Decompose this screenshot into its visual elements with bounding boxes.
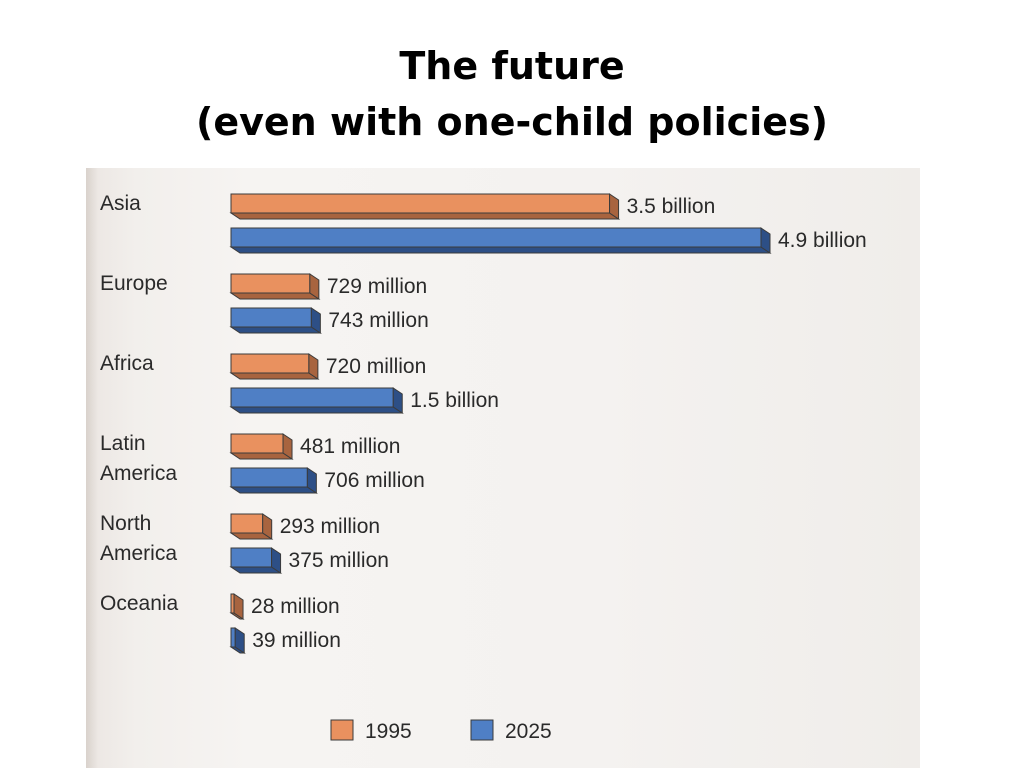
bar-1995 [230, 513, 264, 534]
data-label: 375 million [289, 549, 389, 572]
bar-side [308, 353, 319, 380]
bar-2025 [230, 307, 312, 328]
bar-2025 [230, 227, 762, 248]
bar-2025 [230, 627, 236, 648]
chart-figure: Asia 3.5 billion 4.9 billion Europe 729 mill… [86, 168, 920, 768]
data-label: 743 million [328, 309, 428, 332]
bar-2025 [230, 387, 394, 408]
bar-side [392, 387, 403, 414]
bar-side [309, 273, 320, 300]
data-label: 3.5 billion [627, 195, 716, 218]
legend-label: 1995 [365, 720, 412, 743]
bar-depth [229, 486, 319, 494]
bar-side [282, 433, 293, 460]
category-label: Oceania [100, 592, 179, 615]
category-label: Europe [100, 272, 168, 295]
bar-depth [229, 292, 321, 300]
bar-side [262, 513, 273, 540]
data-label: 1.5 billion [410, 389, 499, 412]
legend-swatch-2025 [470, 719, 494, 741]
legend-swatch-1995 [330, 719, 354, 741]
bar-side [234, 627, 245, 654]
bar-depth [229, 246, 772, 254]
category-label: Asia [100, 192, 141, 215]
data-label: 720 million [326, 355, 426, 378]
slide-title: The future (even with one-child policies… [0, 38, 1024, 150]
bar-depth [229, 406, 404, 414]
bar-1995 [230, 433, 284, 454]
legend-label: 2025 [505, 720, 552, 743]
data-label: 28 million [251, 595, 340, 618]
category-label: America [100, 542, 177, 565]
bar-side [233, 593, 244, 620]
bar-side [306, 467, 317, 494]
bar-side [271, 547, 282, 574]
data-label: 39 million [252, 629, 341, 652]
bar-1995 [230, 273, 311, 294]
bar-depth [229, 212, 621, 220]
title-line-2: (even with one-child policies) [196, 100, 828, 144]
data-label: 729 million [327, 275, 427, 298]
data-label: 4.9 billion [778, 229, 867, 252]
data-label: 481 million [300, 435, 400, 458]
bar-1995 [230, 353, 310, 374]
data-label: 293 million [280, 515, 380, 538]
title-line-1: The future [399, 44, 625, 88]
population-bar-chart: Asia 3.5 billion 4.9 billion Europe 729 mill… [100, 192, 867, 743]
bar-side [310, 307, 321, 334]
bar-depth [229, 372, 320, 380]
data-label: 706 million [324, 469, 424, 492]
category-label: America [100, 462, 177, 485]
bar-2025 [230, 547, 273, 568]
bar-1995 [230, 193, 611, 214]
bar-depth [229, 326, 323, 334]
category-label: North [100, 512, 151, 535]
bar-side [609, 193, 620, 220]
bar-side [760, 227, 771, 254]
category-label: Africa [100, 352, 154, 375]
bar-2025 [230, 467, 308, 488]
bar-depth [229, 452, 294, 460]
category-label: Latin [100, 432, 146, 455]
